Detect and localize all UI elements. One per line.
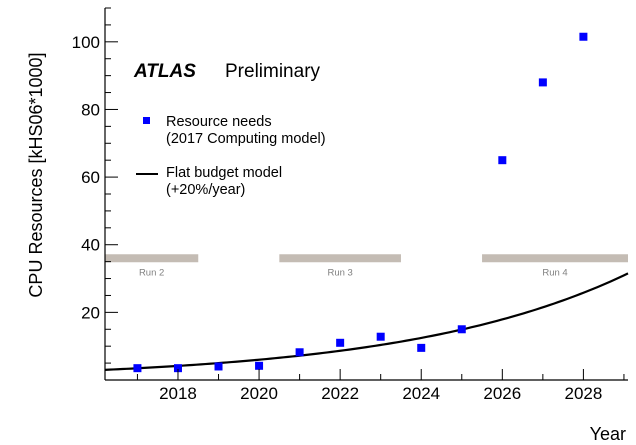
y-axis-title: CPU Resources [kHS06*1000] [26, 52, 46, 297]
run-period-label: Run 3 [327, 267, 352, 278]
run-period-bar [279, 254, 401, 263]
x-tick-label: 2024 [402, 384, 440, 403]
y-tick-label: 20 [81, 303, 100, 322]
atlas-label: ATLAS [133, 61, 196, 82]
resource-needs-point [457, 325, 466, 334]
run-periods: Run 2 Run 3 Run 4 [105, 254, 628, 278]
preliminary-label: Preliminary [225, 61, 321, 82]
resource-needs-point [498, 156, 507, 165]
y-tick-label: 40 [81, 236, 100, 255]
tick-labels: 2018 2020 2022 2024 2026 2028 20 40 60 80 100 [72, 33, 603, 403]
resource-needs-point [579, 32, 588, 41]
x-tick-label: 2018 [159, 384, 197, 403]
resource-needs-point [538, 78, 547, 87]
resource-needs-point [133, 364, 142, 373]
legend-label-flat-budget: Flat budget model [166, 165, 282, 181]
y-tick-label: 60 [81, 168, 100, 187]
legend-sublabel-resource-needs: (2017 Computing model) [166, 131, 326, 147]
resource-needs-point [295, 348, 304, 357]
flat-budget-curve [104, 272, 629, 371]
legend-marker-resource-needs [143, 117, 150, 124]
legend-label-resource-needs: Resource needs [166, 114, 272, 130]
resource-needs-point [214, 362, 223, 371]
resource-needs-point [376, 332, 385, 341]
x-tick-label: 2020 [240, 384, 278, 403]
run-period-label: Run 2 [139, 267, 164, 278]
resource-needs-point [336, 338, 345, 347]
resource-needs-point [173, 364, 182, 373]
resource-needs-point [417, 343, 426, 352]
y-tick-label: 100 [72, 33, 100, 52]
legend-sublabel-flat-budget: (+20%/year) [166, 182, 245, 198]
x-tick-label: 2026 [483, 384, 521, 403]
y-tick-label: 80 [81, 100, 100, 119]
run-period-bar [482, 254, 628, 263]
resource-needs-point [255, 361, 264, 370]
axis-ticks [105, 7, 625, 380]
x-tick-label: 2028 [564, 384, 602, 403]
legend: Resource needs (2017 Computing model) Fl… [136, 114, 326, 198]
x-tick-label: 2022 [321, 384, 359, 403]
run-period-bar [105, 254, 199, 263]
run-period-label: Run 4 [542, 267, 567, 278]
x-axis-title: Year [590, 424, 626, 444]
resource-needs-points [133, 32, 588, 373]
